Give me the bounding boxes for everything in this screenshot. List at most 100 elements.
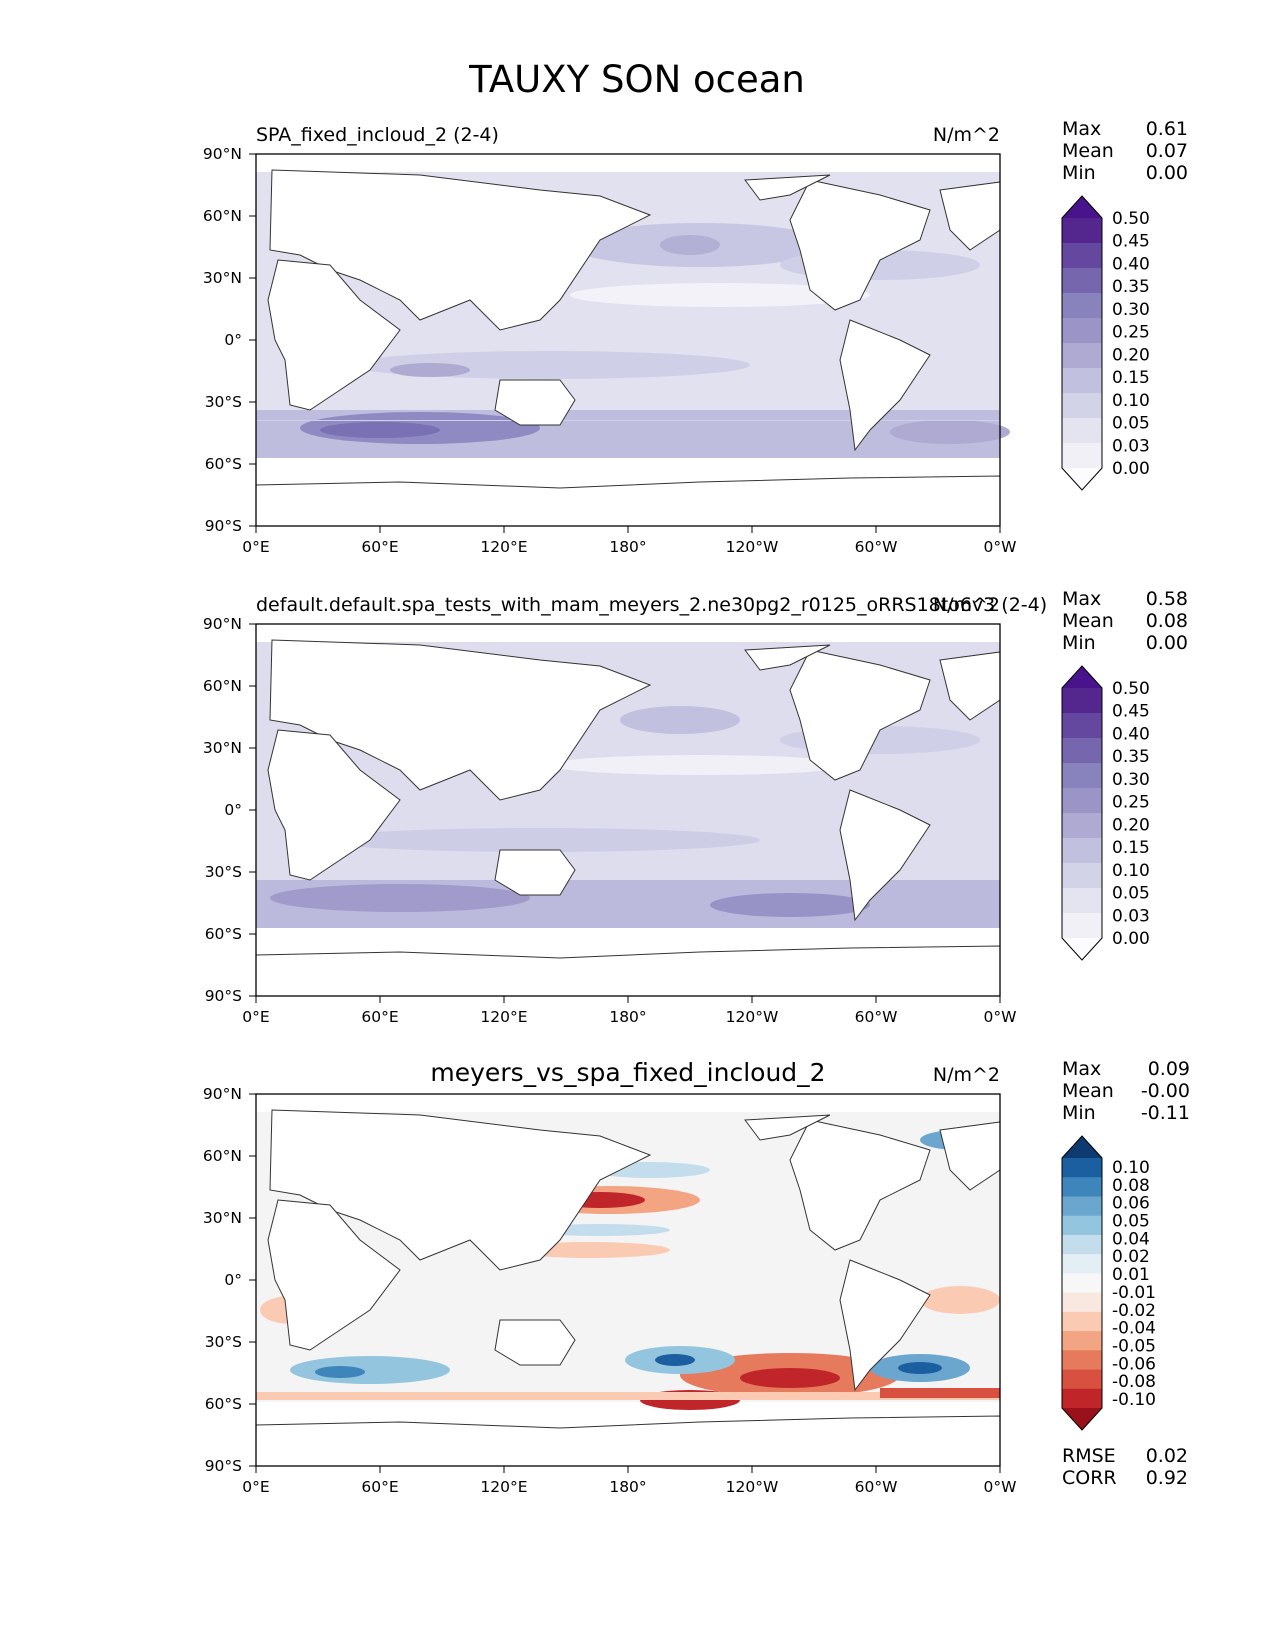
xtick-label: 0°E <box>242 1478 269 1496</box>
colorbar-outline <box>1061 1135 1103 1431</box>
stat-min: -0.11 <box>1141 1102 1190 1124</box>
colorbar-tick-label: 0.03 <box>1112 906 1150 926</box>
rmse-value: 0.02 <box>1146 1445 1188 1467</box>
colorbar-tick-label: -0.02 <box>1112 1301 1156 1321</box>
rmse-label: RMSE <box>1062 1445 1116 1467</box>
panel-3-stats: Max 0.09 Mean -0.00 Min -0.11 <box>1062 1058 1190 1124</box>
ytick-label: 0° <box>224 331 242 349</box>
colorbar-tick-label: 0.15 <box>1112 838 1150 858</box>
ytick-label: 30°S <box>205 393 242 411</box>
colorbar-tick-label: -0.01 <box>1112 1283 1156 1303</box>
ytick-label: 90°N <box>203 615 242 633</box>
ytick-label: 60°S <box>205 1395 242 1413</box>
colorbar-tick-label: -0.05 <box>1112 1337 1156 1357</box>
figure-title: TAUXY SON ocean <box>468 58 805 101</box>
colorbar-segment <box>1062 1388 1102 1409</box>
colorbar-tick-label: 0.25 <box>1112 323 1150 343</box>
panel-1-title: SPA_fixed_incloud_2 (2-4) <box>256 124 499 146</box>
colorbar-tick-label: 0.10 <box>1112 1158 1150 1178</box>
colorbar-extend-min <box>1062 468 1102 490</box>
colorbar-segment <box>1062 788 1102 814</box>
colorbar-outline <box>1061 195 1103 491</box>
stat-label: Max <box>1062 118 1101 140</box>
colorbar-segment <box>1062 443 1102 469</box>
ytick-label: 90°N <box>203 1085 242 1103</box>
colorbar-segment <box>1062 318 1102 344</box>
colorbar-tick-label: 0.30 <box>1112 770 1150 790</box>
colorbar-tick-label: 0.30 <box>1112 300 1150 320</box>
colorbar-tick-label: 0.25 <box>1112 793 1150 813</box>
colorbar-tick-label: 0.00 <box>1112 929 1150 949</box>
ytick-label: 60°N <box>203 677 242 695</box>
colorbar-segment <box>1062 393 1102 419</box>
colorbar-segment <box>1062 863 1102 889</box>
stat-max: 0.58 <box>1146 588 1188 610</box>
xtick-label: 0°E <box>242 1008 269 1026</box>
stat-label: Mean <box>1062 140 1114 162</box>
ytick-label: 90°N <box>203 145 242 163</box>
colorbar-segment <box>1062 368 1102 394</box>
colorbar-segment <box>1062 1196 1102 1217</box>
ytick-label: 30°N <box>203 1209 242 1227</box>
xtick-label: 0°W <box>984 1008 1017 1026</box>
colorbar-segment <box>1062 343 1102 369</box>
stat-label: Max <box>1062 1058 1101 1080</box>
xtick-label: 60°E <box>361 538 398 556</box>
xtick-label: 0°W <box>984 1478 1017 1496</box>
panel-3-metrics: RMSE 0.02 CORR 0.92 <box>1062 1445 1188 1489</box>
panel-2: default.default.spa_tests_with_mam_meyer… <box>203 588 1188 1026</box>
stat-mean: 0.08 <box>1146 610 1188 632</box>
xtick-label: 120°E <box>480 1008 527 1026</box>
stat-min: 0.00 <box>1146 162 1188 184</box>
xtick-label: 120°E <box>480 1478 527 1496</box>
panel-1: SPA_fixed_incloud_2 (2-4) N/m^2 <box>203 118 1188 556</box>
xtick-label: 0°E <box>242 538 269 556</box>
colorbar-extend-max <box>1062 196 1102 218</box>
stat-label: Min <box>1062 632 1096 654</box>
xtick-label: 120°W <box>726 538 779 556</box>
colorbar-tick-label: 0.05 <box>1112 1212 1150 1232</box>
stat-label: Min <box>1062 162 1096 184</box>
panel-3-title: meyers_vs_spa_fixed_incloud_2 <box>430 1058 825 1087</box>
stat-label: Mean <box>1062 1080 1114 1102</box>
colorbar-outline <box>1061 665 1103 961</box>
colorbar-tick-label: 0.04 <box>1112 1229 1150 1249</box>
colorbar-tick-label: 0.20 <box>1112 815 1150 835</box>
colorbar-segment <box>1062 1273 1102 1294</box>
colorbar-segment <box>1062 713 1102 739</box>
panel-2-title: default.default.spa_tests_with_mam_meyer… <box>256 594 1047 616</box>
colorbar-tick-label: 0.05 <box>1112 884 1150 904</box>
colorbar-segment <box>1062 1215 1102 1236</box>
colorbar-tick-label: 0.05 <box>1112 414 1150 434</box>
xtick-label: 180° <box>609 1478 646 1496</box>
stat-label: Min <box>1062 1102 1096 1124</box>
xtick-label: 0°W <box>984 538 1017 556</box>
xtick-label: 180° <box>609 1008 646 1026</box>
colorbar-segment <box>1062 763 1102 789</box>
colorbar-tick-label: 0.50 <box>1112 209 1150 229</box>
xtick-label: 60°W <box>855 1008 898 1026</box>
colorbar-tick-label: 0.15 <box>1112 368 1150 388</box>
panel-3-units: N/m^2 <box>933 1064 1000 1086</box>
panel-1-map: 90°N 60°N 30°N 0° 30°S 60°S 90°S 0°E 60°… <box>203 145 1017 556</box>
colorbar-extend-min <box>1062 938 1102 960</box>
colorbar-segment <box>1062 1234 1102 1255</box>
colorbar-tick-label: 0.08 <box>1112 1176 1150 1196</box>
xtick-label: 60°W <box>855 538 898 556</box>
xtick-label: 180° <box>609 538 646 556</box>
stat-max: 0.09 <box>1148 1058 1190 1080</box>
colorbar-tick-label: 0.45 <box>1112 232 1150 252</box>
ytick-label: 60°N <box>203 1147 242 1165</box>
colorbar-segment <box>1062 913 1102 939</box>
colorbar-tick-label: -0.04 <box>1112 1319 1156 1339</box>
colorbar-segment <box>1062 243 1102 269</box>
colorbar-segment <box>1062 738 1102 764</box>
colorbar-extend-min <box>1062 1408 1102 1430</box>
colorbar-segment <box>1062 293 1102 319</box>
stat-label: Max <box>1062 588 1101 610</box>
colorbar-segment <box>1062 1177 1102 1197</box>
ytick-label: 30°N <box>203 739 242 757</box>
panel-3: meyers_vs_spa_fixed_incloud_2 N/m^2 <box>203 1058 1190 1496</box>
stat-label: Mean <box>1062 610 1114 632</box>
